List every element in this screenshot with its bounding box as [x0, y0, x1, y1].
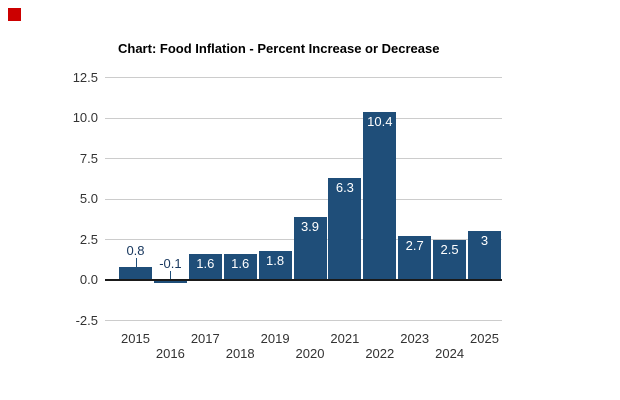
- x-tick-label: 2019: [260, 331, 290, 346]
- bar: [258, 250, 292, 280]
- bar-value-label: 0.8: [126, 243, 145, 259]
- y-tick-label: 0.0: [79, 272, 98, 287]
- y-tick-label: -2.5: [75, 312, 98, 328]
- label-leader-line: [135, 258, 137, 268]
- gridline: [105, 77, 502, 78]
- x-axis-line: [105, 279, 502, 281]
- bar-value-label: 3: [480, 233, 489, 249]
- x-tick-label: 2015: [121, 331, 150, 346]
- red-square-marker: [8, 8, 21, 21]
- y-tick-label: 12.5: [72, 69, 98, 85]
- bar: [398, 236, 432, 280]
- bar-value-label: 2.5: [440, 241, 459, 257]
- x-tick-label: 2024: [435, 345, 465, 361]
- gridline: [105, 117, 502, 119]
- bar: [153, 280, 187, 283]
- y-tick-label: 2.5: [79, 231, 98, 247]
- bar: [328, 177, 362, 280]
- x-tick-label: 2017: [190, 331, 220, 346]
- y-tick-label: 10.0: [72, 110, 98, 125]
- gridline: [105, 320, 502, 321]
- bar: [363, 111, 397, 280]
- bar-value-label: 1.8: [266, 252, 285, 268]
- bar-value-label: 1.6: [231, 256, 250, 272]
- gridline: [105, 198, 502, 200]
- bar: [119, 267, 152, 280]
- bar-value-label: 1.6: [196, 256, 215, 272]
- bar-value-label: -0.1: [159, 256, 182, 271]
- x-tick-label: 2016: [155, 345, 185, 361]
- bar-value-label: 2.7: [405, 238, 424, 254]
- label-leader-line: [170, 271, 172, 280]
- bar: [293, 216, 327, 280]
- x-tick-label: 2020: [295, 345, 325, 361]
- bar: [188, 254, 222, 280]
- bar: [433, 239, 467, 280]
- bar: [223, 254, 257, 280]
- x-tick-label: 2025: [470, 331, 499, 346]
- x-tick-label: 2021: [330, 331, 360, 346]
- x-tick-label: 2023: [400, 331, 430, 346]
- bar-value-label: 10.4: [367, 113, 393, 129]
- y-tick-label: 5.0: [79, 191, 98, 206]
- bar-value-label: 6.3: [335, 179, 354, 195]
- chart-title: Chart: Food Inflation - Percent Increase…: [118, 41, 440, 56]
- gridline: [105, 158, 502, 159]
- y-tick-label: 7.5: [79, 150, 98, 166]
- bar: [468, 231, 501, 280]
- bar-value-label: 3.9: [300, 218, 320, 234]
- x-tick-label: 2022: [365, 345, 395, 361]
- x-tick-label: 2018: [225, 345, 255, 361]
